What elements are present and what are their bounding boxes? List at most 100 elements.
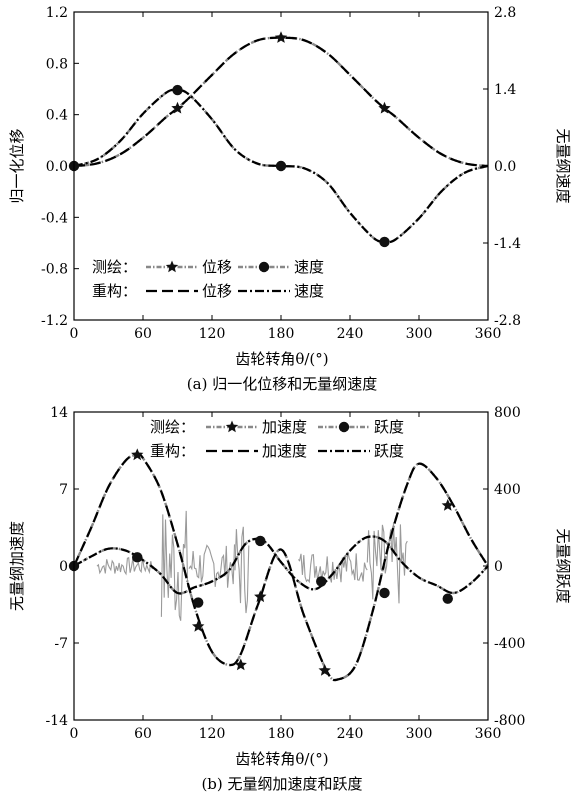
series-line-测绘-跃度	[73, 535, 489, 595]
panel-b-chart: 无量纲加速度 无量纲跃度 齿轮转角θ/(°) (b) 无量纲加速度和跃度 0 60…	[8, 405, 572, 793]
series-line-测绘-加速度	[72, 453, 490, 682]
x-tick-label: 120	[199, 726, 226, 742]
x-tick-label: 240	[337, 726, 364, 742]
y-right-tick-label: 2.8	[494, 5, 516, 21]
panel-b-legend-row1-label: 测绘：	[150, 418, 195, 436]
series-line-重构-跃度	[73, 535, 489, 595]
panel-b-caption: (b) 无量纲加速度和跃度	[201, 775, 362, 793]
panel-b-legend-entry-3: 加速度	[262, 442, 307, 460]
panel-a-chart: 归一化位移 无量纲速度 齿轮转角θ/(°) (a) 归一化位移和无量纲速度 0 6…	[8, 5, 572, 393]
y-right-tick-label: 800	[494, 405, 521, 421]
y-left-tick-label: 0.8	[46, 56, 68, 72]
y-right-tick-label: 400	[494, 482, 521, 498]
panel-b-series	[72, 453, 490, 682]
data-point-star	[254, 590, 267, 603]
data-point-star	[378, 101, 391, 114]
x-tick-label: 240	[337, 326, 364, 342]
y-right-tick-label: -1.4	[494, 236, 521, 252]
x-tick-label: 360	[475, 726, 502, 742]
series-line-测绘-速度	[73, 88, 489, 244]
panel-a-legend-entry-3: 位移	[202, 282, 232, 300]
y-left-tick-label: -0.4	[41, 210, 68, 226]
y-left-tick-label: -1.2	[41, 313, 68, 329]
legend-sample-star	[165, 260, 179, 273]
x-tick-label: 300	[406, 326, 433, 342]
panel-a-legend-entry-4: 速度	[294, 282, 324, 300]
panel-a-ylabel-left: 归一化位移	[8, 128, 26, 203]
x-tick-label: 0	[70, 726, 79, 742]
y-left-tick-label: -14	[45, 713, 68, 729]
y-left-tick-label: -7	[54, 636, 68, 652]
x-tick-label: 60	[134, 326, 152, 342]
y-left-tick-label: 14	[50, 405, 68, 421]
data-point-star	[274, 31, 288, 43]
y-left-tick-label: 0.0	[46, 159, 68, 175]
x-tick-label: 120	[199, 326, 226, 342]
x-tick-label: 180	[268, 726, 295, 742]
y-right-tick-label: -800	[494, 713, 525, 729]
panel-a-ylabel-right: 无量纲速度	[554, 128, 572, 203]
y-left-tick-label: -0.8	[41, 262, 68, 278]
y-left-tick-label: 1.2	[46, 5, 68, 21]
data-point-circle	[275, 160, 287, 172]
y-left-tick-label: 0.4	[46, 108, 68, 124]
panel-a-legend-entry-2: 速度	[294, 258, 324, 276]
y-right-tick-label: 0.0	[494, 159, 516, 175]
series-line-重构-位移	[73, 36, 489, 168]
panel-b-legend-samples	[206, 420, 370, 453]
panel-a-xlabel: 齿轮转角θ/(°)	[235, 350, 328, 368]
measured-acceleration-noise	[96, 510, 408, 621]
x-tick-label: 180	[268, 326, 295, 342]
panel-b-ylabel-right: 无量纲跃度	[554, 528, 572, 603]
data-point-circle	[316, 576, 327, 587]
panel-b-xlabel: 齿轮转角θ/(°)	[235, 750, 328, 768]
data-point-circle	[379, 236, 390, 248]
y-right-tick-label: -400	[494, 636, 525, 652]
data-point-star	[318, 664, 331, 676]
panel-b-legend-entry-1: 加速度	[262, 418, 307, 436]
panel-b-markers	[68, 448, 454, 676]
panel-a-markers	[68, 31, 391, 248]
panel-a-legend-row2-label: 重构：	[92, 282, 137, 300]
data-point-circle	[193, 597, 204, 608]
y-left-tick-label: 7	[59, 482, 68, 498]
y-left-tick-label: 0	[59, 559, 68, 575]
y-right-tick-label: 1.4	[494, 82, 516, 98]
x-tick-label: 360	[475, 326, 502, 342]
panel-a-frame	[73, 11, 489, 321]
legend-sample-star	[225, 420, 239, 433]
panel-b-ylabel-left: 无量纲加速度	[8, 521, 26, 611]
panel-a-caption: (a) 归一化位移和无量纲速度	[187, 375, 377, 393]
x-tick-label: 60	[134, 726, 152, 742]
x-tick-label: 0	[70, 326, 79, 342]
series-line-测绘-位移	[73, 36, 489, 168]
data-point-circle	[172, 84, 183, 96]
panel-b-legend: 测绘： 重构： 加速度 跃度 加速度 跃度	[150, 418, 404, 460]
data-point-star	[192, 620, 205, 632]
data-point-star	[234, 658, 247, 671]
panel-b-legend-row2-label: 重构：	[150, 442, 195, 460]
data-point-circle	[255, 535, 266, 547]
panel-a-legend-row1-label: 测绘：	[92, 258, 137, 276]
y-right-tick-label: 0	[494, 559, 503, 575]
data-point-star	[171, 101, 184, 114]
legend-sample-circle	[258, 261, 270, 273]
panel-a-ticks: 0 60 120 180 240 300 360 1.2 0.8 0.4 0.0 -0.4 -0.8 -1…	[41, 5, 521, 342]
panel-a-legend: 测绘： 重构： 位移 速度 位移 速度	[92, 258, 324, 300]
data-point-circle	[379, 587, 390, 599]
data-point-star	[131, 448, 144, 461]
panel-b-legend-entry-4: 跃度	[374, 442, 404, 460]
x-tick-label: 300	[406, 726, 433, 742]
panel-b-ticks: 0 60 120 180 240 300 360 14 7 0 -7 -14 800 400 0 -400 -8…	[45, 405, 525, 742]
legend-sample-circle	[338, 421, 350, 433]
panel-a-legend-samples	[146, 260, 290, 293]
data-point-circle	[442, 593, 453, 604]
panel-b-legend-entry-2: 跃度	[374, 418, 404, 436]
data-point-circle	[132, 552, 143, 563]
panel-b-frame	[73, 411, 489, 721]
panel-a-legend-entry-1: 位移	[202, 258, 232, 276]
data-point-star	[441, 499, 454, 511]
y-right-tick-label: -2.8	[494, 313, 521, 329]
panel-a-series	[73, 36, 489, 244]
